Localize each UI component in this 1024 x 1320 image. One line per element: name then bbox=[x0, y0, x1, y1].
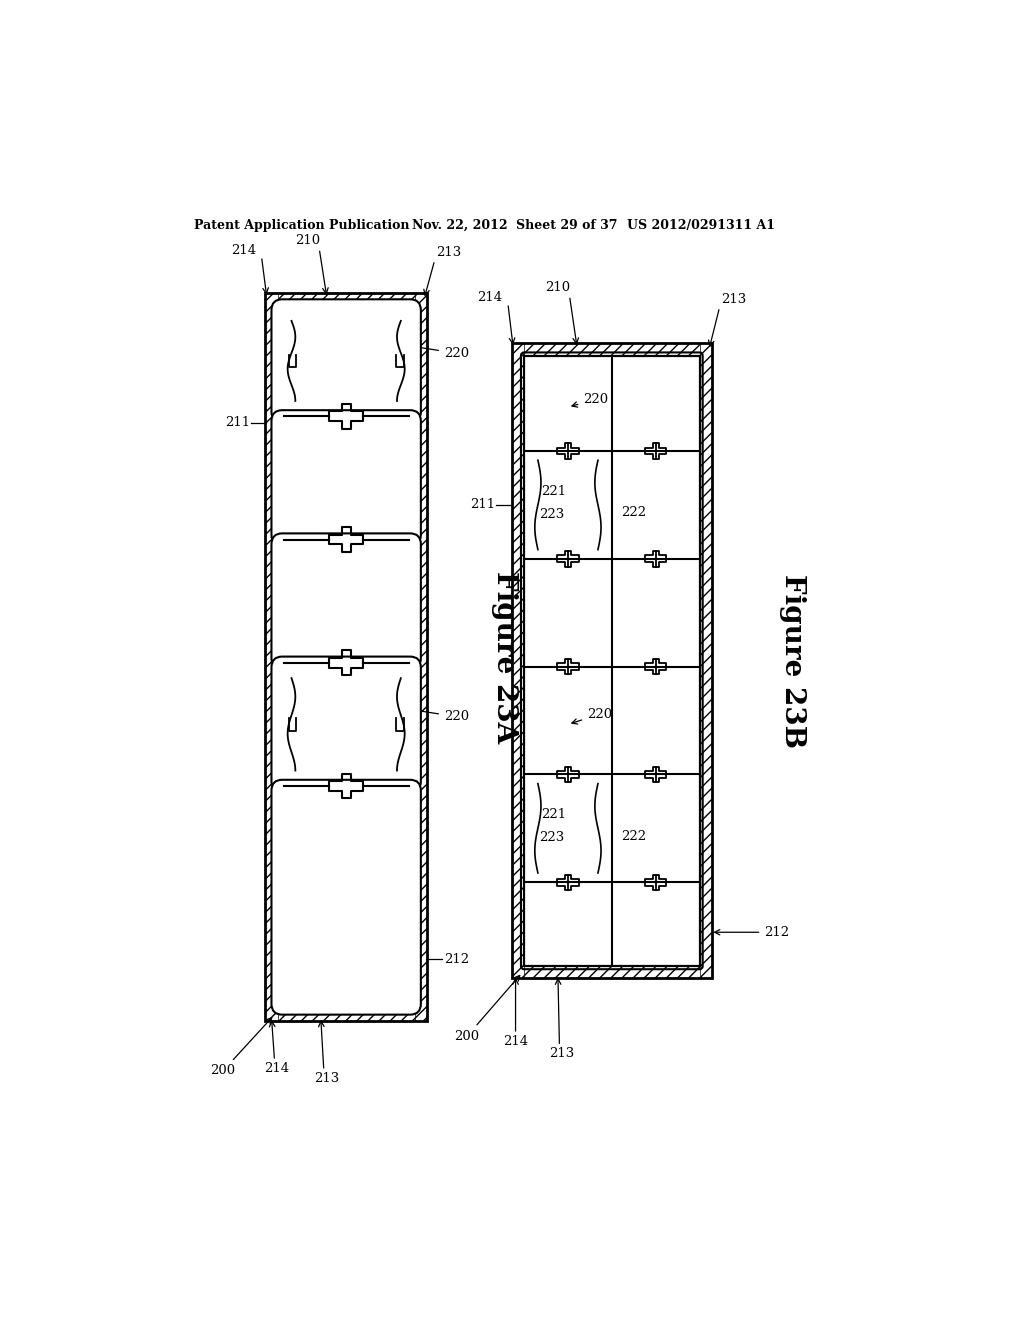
Text: 222: 222 bbox=[375, 366, 400, 379]
Text: 220: 220 bbox=[572, 393, 608, 407]
Bar bbox=[265, 293, 427, 1020]
Text: Nov. 22, 2012: Nov. 22, 2012 bbox=[412, 219, 507, 232]
Bar bbox=[278, 318, 415, 1020]
FancyBboxPatch shape bbox=[271, 300, 421, 422]
Text: 220: 220 bbox=[411, 708, 469, 723]
Text: 213: 213 bbox=[436, 246, 462, 259]
Text: 223: 223 bbox=[540, 508, 564, 520]
Text: 211: 211 bbox=[225, 416, 250, 429]
Bar bbox=[512, 343, 712, 978]
Text: 200: 200 bbox=[455, 975, 520, 1043]
Text: 222: 222 bbox=[375, 730, 400, 742]
Text: 221: 221 bbox=[294, 698, 319, 711]
Text: 223: 223 bbox=[540, 832, 564, 843]
Bar bbox=[415, 293, 427, 1020]
Text: 210: 210 bbox=[546, 281, 570, 294]
Bar bbox=[265, 293, 278, 1020]
Text: 222: 222 bbox=[621, 829, 646, 842]
Text: 214: 214 bbox=[477, 290, 503, 304]
Text: 221: 221 bbox=[541, 484, 566, 498]
Text: 200: 200 bbox=[210, 1018, 271, 1077]
Text: 220: 220 bbox=[411, 345, 469, 360]
FancyBboxPatch shape bbox=[271, 780, 421, 1015]
Text: 214: 214 bbox=[503, 1035, 528, 1048]
Text: Figure 23B: Figure 23B bbox=[779, 574, 806, 748]
Bar bbox=[524, 355, 699, 966]
Bar bbox=[265, 1008, 427, 1020]
Text: 222: 222 bbox=[621, 506, 646, 519]
Text: 214: 214 bbox=[264, 1063, 290, 1074]
FancyBboxPatch shape bbox=[271, 411, 421, 545]
Text: 213: 213 bbox=[721, 293, 746, 306]
Text: Sheet 29 of 37: Sheet 29 of 37 bbox=[515, 219, 617, 232]
Text: 210: 210 bbox=[295, 234, 321, 247]
Text: 223: 223 bbox=[287, 733, 312, 746]
Text: 213: 213 bbox=[549, 1047, 574, 1060]
FancyBboxPatch shape bbox=[271, 656, 421, 792]
Text: 211: 211 bbox=[470, 499, 495, 511]
Text: 212: 212 bbox=[715, 925, 790, 939]
Text: 223: 223 bbox=[287, 370, 312, 383]
FancyBboxPatch shape bbox=[271, 533, 421, 669]
Bar bbox=[512, 343, 524, 978]
Text: Patent Application Publication: Patent Application Publication bbox=[194, 219, 410, 232]
Bar bbox=[512, 966, 712, 978]
Text: US 2012/0291311 A1: US 2012/0291311 A1 bbox=[628, 219, 775, 232]
Bar bbox=[524, 355, 699, 966]
Text: 221: 221 bbox=[541, 808, 566, 821]
Text: 221: 221 bbox=[294, 335, 319, 348]
Text: Figure 23A: Figure 23A bbox=[490, 570, 517, 743]
Bar bbox=[512, 343, 712, 355]
Bar bbox=[265, 293, 427, 305]
Bar bbox=[278, 305, 415, 1008]
Text: 212: 212 bbox=[444, 953, 469, 966]
Bar bbox=[699, 343, 712, 978]
Bar bbox=[524, 368, 699, 978]
Text: 214: 214 bbox=[231, 244, 256, 257]
Text: 213: 213 bbox=[314, 1072, 340, 1085]
Text: 220: 220 bbox=[571, 708, 612, 725]
